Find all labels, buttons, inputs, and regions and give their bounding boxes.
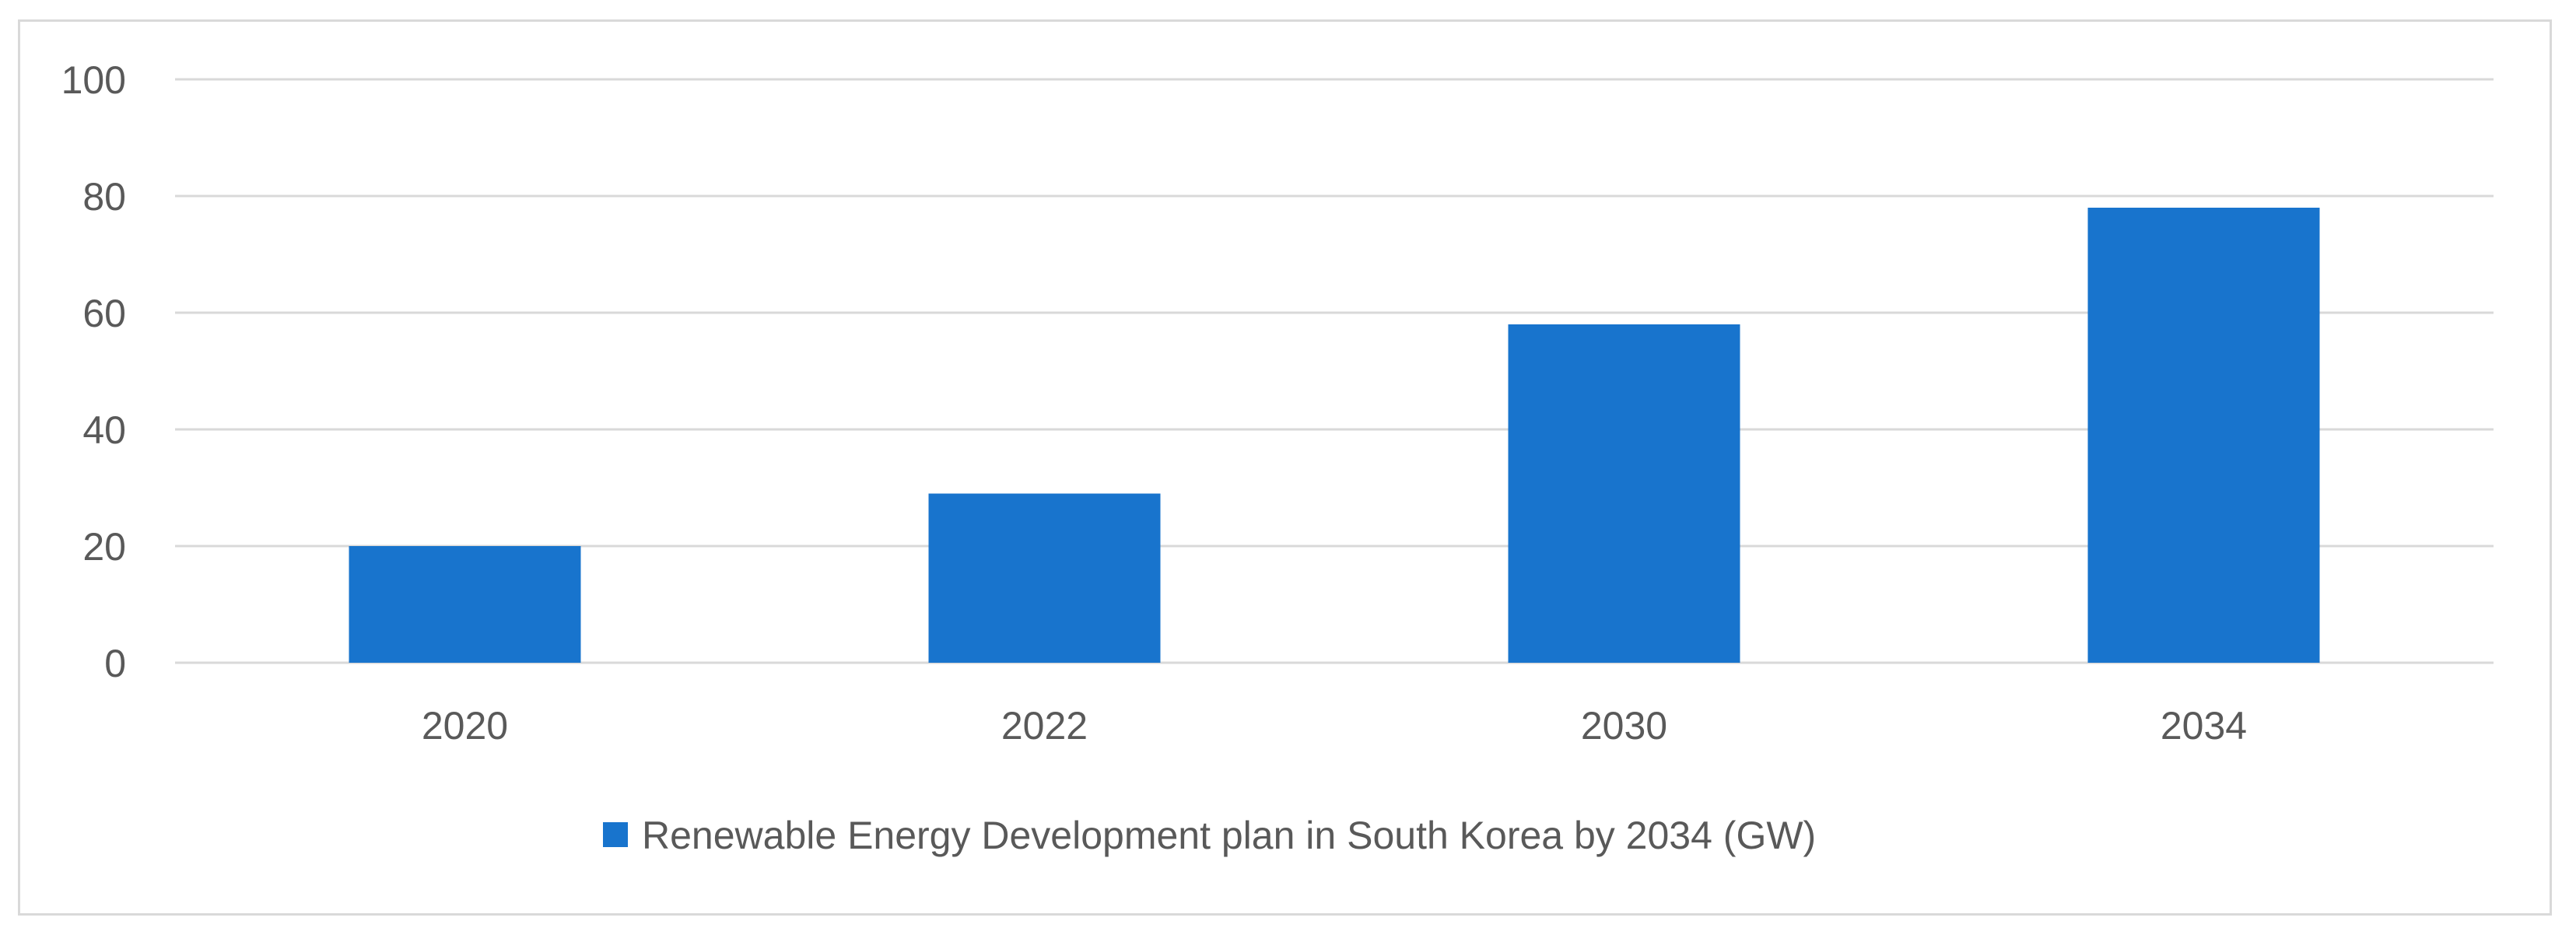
y-tick-label: 100 [61,58,126,102]
y-axis-tick-labels: 0 20 40 60 80 100 [61,58,126,685]
bar-2022 [928,493,1161,663]
y-tick-label: 80 [82,175,126,219]
legend-label: Renewable Energy Development plan in Sou… [642,814,1816,857]
y-tick-label: 60 [82,292,126,335]
x-tick-label: 2030 [1581,704,1667,748]
y-tick-label: 20 [82,525,126,569]
x-tick-label: 2020 [422,704,508,748]
x-tick-label: 2034 [2161,704,2247,748]
bar-2020 [349,546,581,663]
y-tick-label: 0 [104,642,126,685]
x-tick-label: 2022 [1001,704,1088,748]
bars [349,208,2320,663]
y-tick-label: 40 [82,408,126,452]
legend: Renewable Energy Development plan in Sou… [603,814,1816,857]
legend-swatch [603,822,628,847]
bar-2034 [2087,208,2320,663]
bar-2030 [1508,324,1740,663]
x-axis-tick-labels: 2020 2022 2030 2034 [422,704,2247,748]
